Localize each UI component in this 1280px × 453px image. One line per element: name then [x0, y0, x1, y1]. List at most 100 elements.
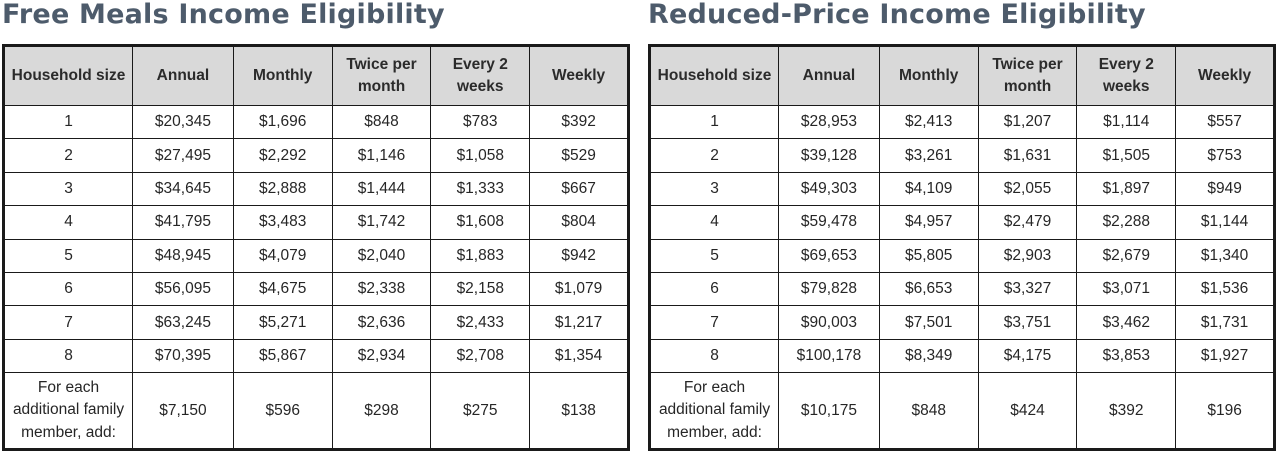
cell-monthly: $4,079 — [232, 238, 333, 273]
reduced-price-title: Reduced-Price Income Eligibility — [648, 0, 1146, 30]
table-row: 1 $28,953 $2,413 $1,207 $1,114 $557 — [648, 104, 1275, 140]
cell-every-2-weeks: $275 — [430, 372, 531, 450]
table-row: 2 $39,128 $3,261 $1,631 $1,505 $753 — [648, 138, 1275, 173]
table-row: 1 $20,345 $1,696 $848 $783 $392 — [2, 104, 629, 140]
column-header-household-size: Household size — [648, 45, 780, 106]
table-row: 7 $63,245 $5,271 $2,636 $2,433 $1,217 — [2, 305, 629, 340]
cell-household-size: 3 — [648, 171, 780, 207]
cell-household-size: 6 — [648, 271, 780, 307]
cell-annual: $48,945 — [132, 238, 234, 273]
cell-weekly: $392 — [529, 104, 629, 140]
cell-every-2-weeks: $3,853 — [1076, 338, 1177, 374]
cell-weekly: $1,340 — [1175, 238, 1275, 273]
cell-household-size: 7 — [648, 305, 780, 340]
cell-every-2-weeks: $2,708 — [430, 338, 531, 374]
cell-every-2-weeks: $392 — [1076, 372, 1177, 450]
cell-weekly: $942 — [529, 238, 629, 273]
cell-twice-per-month: $2,040 — [331, 238, 432, 273]
table-row: 2 $27,495 $2,292 $1,146 $1,058 $529 — [2, 138, 629, 173]
cell-weekly: $1,144 — [1175, 205, 1275, 240]
cell-twice-per-month: $1,631 — [977, 138, 1078, 173]
column-header-weekly: Weekly — [1175, 45, 1275, 106]
cell-every-2-weeks: $1,058 — [430, 138, 531, 173]
cell-monthly: $5,805 — [878, 238, 979, 273]
cell-monthly: $3,261 — [878, 138, 979, 173]
cell-monthly: $2,888 — [232, 171, 333, 207]
cell-weekly: $1,079 — [529, 271, 629, 307]
cell-household-size: 1 — [648, 104, 780, 140]
cell-monthly: $596 — [232, 372, 333, 450]
cell-twice-per-month: $1,146 — [331, 138, 432, 173]
cell-every-2-weeks: $1,608 — [430, 205, 531, 240]
cell-annual: $27,495 — [132, 138, 234, 173]
cell-household-size: 8 — [648, 338, 780, 374]
column-header-annual: Annual — [778, 45, 880, 106]
cell-twice-per-month: $1,444 — [331, 171, 432, 207]
header-row: Household size Annual Monthly Twice per mon… — [2, 45, 629, 106]
column-header-annual: Annual — [132, 45, 234, 106]
table-row: 8 $70,395 $5,867 $2,934 $2,708 $1,354 — [2, 338, 629, 374]
cell-household-size: 2 — [648, 138, 780, 173]
cell-every-2-weeks: $2,679 — [1076, 238, 1177, 273]
cell-annual: $20,345 — [132, 104, 234, 140]
cell-household-size: 1 — [2, 104, 134, 140]
cell-annual: $56,095 — [132, 271, 234, 307]
cell-monthly: $4,109 — [878, 171, 979, 207]
cell-annual: $63,245 — [132, 305, 234, 340]
column-header-monthly: Monthly — [232, 45, 333, 106]
cell-monthly: $4,957 — [878, 205, 979, 240]
cell-monthly: $6,653 — [878, 271, 979, 307]
cell-weekly: $1,536 — [1175, 271, 1275, 307]
cell-annual: $90,003 — [778, 305, 880, 340]
cell-weekly: $1,731 — [1175, 305, 1275, 340]
cell-annual: $7,150 — [132, 372, 234, 450]
table-row: 5 $69,653 $5,805 $2,903 $2,679 $1,340 — [648, 238, 1275, 273]
column-header-household-size: Household size — [2, 45, 134, 106]
cell-monthly: $4,675 — [232, 271, 333, 307]
additional-member-row: For each additional family member, add: $… — [648, 372, 1275, 450]
header-row: Household size Annual Monthly Twice per mon… — [648, 45, 1275, 106]
cell-monthly: $1,696 — [232, 104, 333, 140]
cell-weekly: $138 — [529, 372, 629, 450]
cell-household-size: 5 — [2, 238, 134, 273]
cell-every-2-weeks: $1,883 — [430, 238, 531, 273]
table-row: 6 $79,828 $6,653 $3,327 $3,071 $1,536 — [648, 271, 1275, 307]
cell-annual: $79,828 — [778, 271, 880, 307]
cell-every-2-weeks: $1,505 — [1076, 138, 1177, 173]
cell-every-2-weeks: $2,433 — [430, 305, 531, 340]
cell-annual: $100,178 — [778, 338, 880, 374]
cell-household-size: 7 — [2, 305, 134, 340]
cell-monthly: $8,349 — [878, 338, 979, 374]
table-row: 4 $41,795 $3,483 $1,742 $1,608 $804 — [2, 205, 629, 240]
cell-twice-per-month: $2,479 — [977, 205, 1078, 240]
cell-every-2-weeks: $1,114 — [1076, 104, 1177, 140]
cell-annual: $70,395 — [132, 338, 234, 374]
cell-weekly: $529 — [529, 138, 629, 173]
cell-every-2-weeks: $783 — [430, 104, 531, 140]
column-header-every-2-weeks: Every 2 weeks — [430, 45, 531, 106]
cell-monthly: $2,292 — [232, 138, 333, 173]
cell-annual: $59,478 — [778, 205, 880, 240]
cell-twice-per-month: $298 — [331, 372, 432, 450]
cell-monthly: $7,501 — [878, 305, 979, 340]
cell-household-size: 8 — [2, 338, 134, 374]
cell-twice-per-month: $2,903 — [977, 238, 1078, 273]
table-row: 7 $90,003 $7,501 $3,751 $3,462 $1,731 — [648, 305, 1275, 340]
cell-twice-per-month: $2,338 — [331, 271, 432, 307]
table-row: 3 $34,645 $2,888 $1,444 $1,333 $667 — [2, 171, 629, 207]
cell-weekly: $804 — [529, 205, 629, 240]
cell-every-2-weeks: $2,288 — [1076, 205, 1177, 240]
cell-monthly: $2,413 — [878, 104, 979, 140]
cell-every-2-weeks: $3,462 — [1076, 305, 1177, 340]
table-row: 3 $49,303 $4,109 $2,055 $1,897 $949 — [648, 171, 1275, 207]
cell-monthly: $3,483 — [232, 205, 333, 240]
free-meals-title: Free Meals Income Eligibility — [2, 0, 445, 30]
cell-every-2-weeks: $2,158 — [430, 271, 531, 307]
cell-weekly: $1,927 — [1175, 338, 1275, 374]
column-header-twice-per-month: Twice per month — [977, 45, 1078, 106]
table-row: 5 $48,945 $4,079 $2,040 $1,883 $942 — [2, 238, 629, 273]
table-row: 8 $100,178 $8,349 $4,175 $3,853 $1,927 — [648, 338, 1275, 374]
cell-annual: $41,795 — [132, 205, 234, 240]
table-row: 4 $59,478 $4,957 $2,479 $2,288 $1,144 — [648, 205, 1275, 240]
cell-annual: $34,645 — [132, 171, 234, 207]
